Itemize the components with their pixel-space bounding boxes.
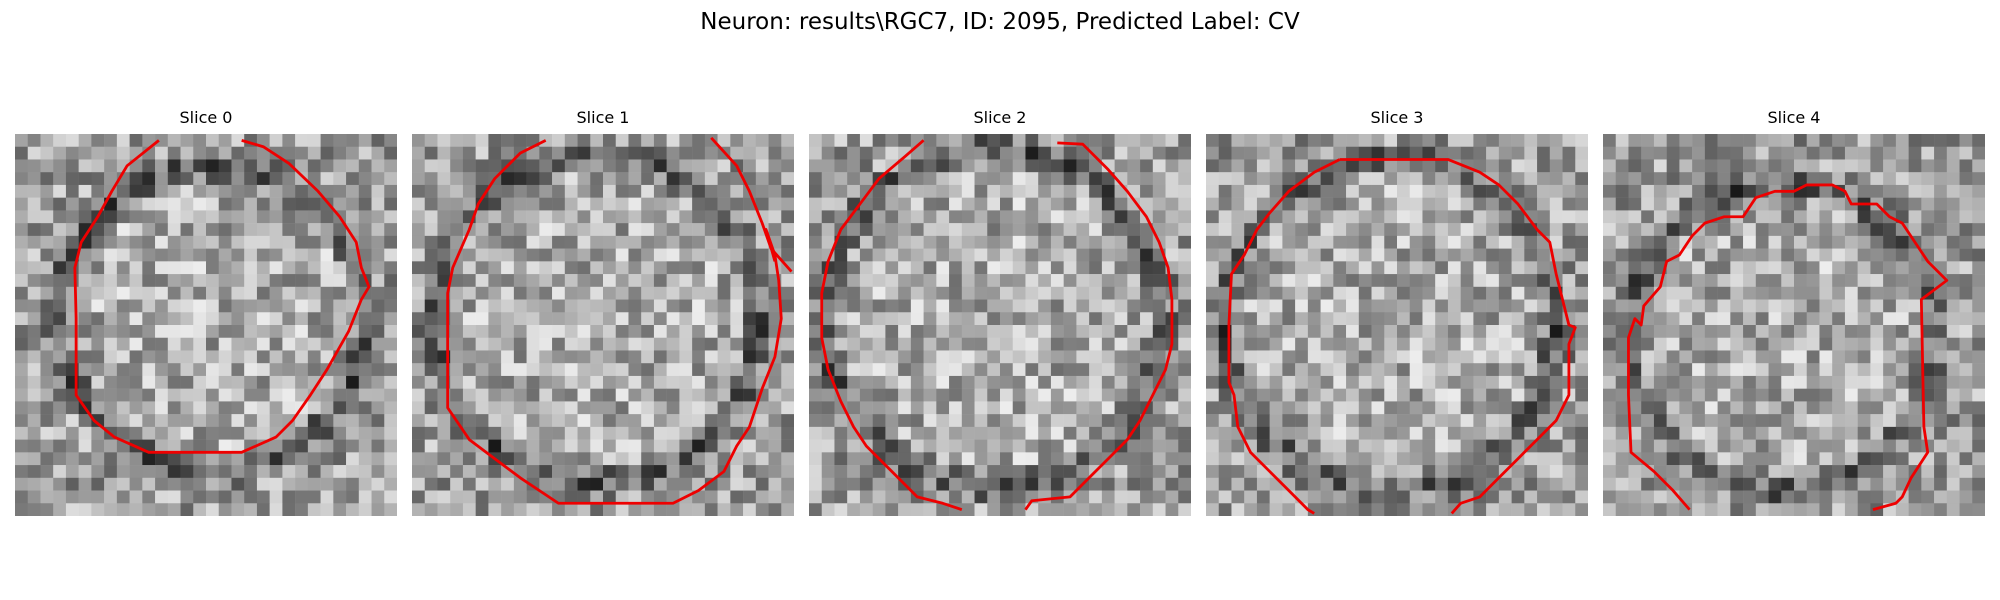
figure-title: Neuron: results\RGC7, ID: 2095, Predicte… — [700, 9, 1300, 35]
slice-title-4: Slice 4 — [1767, 108, 1821, 127]
slice-title-3: Slice 3 — [1370, 108, 1424, 127]
slice-title-1: Slice 1 — [576, 108, 630, 127]
slice-panel-1: Slice 1 — [412, 108, 794, 516]
contour-line-2 — [820, 139, 963, 511]
slice-title-2: Slice 2 — [973, 108, 1027, 127]
contour-line-1 — [446, 139, 783, 505]
slice-title-0: Slice 0 — [179, 108, 233, 127]
slice-image-3 — [1206, 134, 1588, 516]
grayscale-tile-0 — [15, 134, 397, 516]
contour-line-1b — [710, 136, 793, 273]
contour-line-3b — [1339, 158, 1577, 515]
grayscale-tile-3 — [1206, 134, 1588, 516]
slice-panel-4: Slice 4 — [1603, 108, 1985, 516]
slice-image-2 — [809, 134, 1191, 516]
contour-line-4 — [1627, 183, 1949, 511]
grayscale-tile-2 — [809, 134, 1191, 516]
slice-panel-2: Slice 2 — [809, 108, 1191, 516]
contour-line-0 — [73, 139, 371, 454]
slice-panel-0: Slice 0 — [15, 108, 397, 516]
contour-line-3 — [1227, 158, 1341, 515]
slice-image-0 — [15, 134, 397, 516]
grayscale-tile-1 — [412, 134, 794, 516]
slice-image-4 — [1603, 134, 1985, 516]
slice-image-1 — [412, 134, 794, 516]
contour-line-2b — [1024, 141, 1174, 511]
grayscale-tile-4 — [1603, 134, 1985, 516]
slice-panel-3: Slice 3 — [1206, 108, 1588, 516]
